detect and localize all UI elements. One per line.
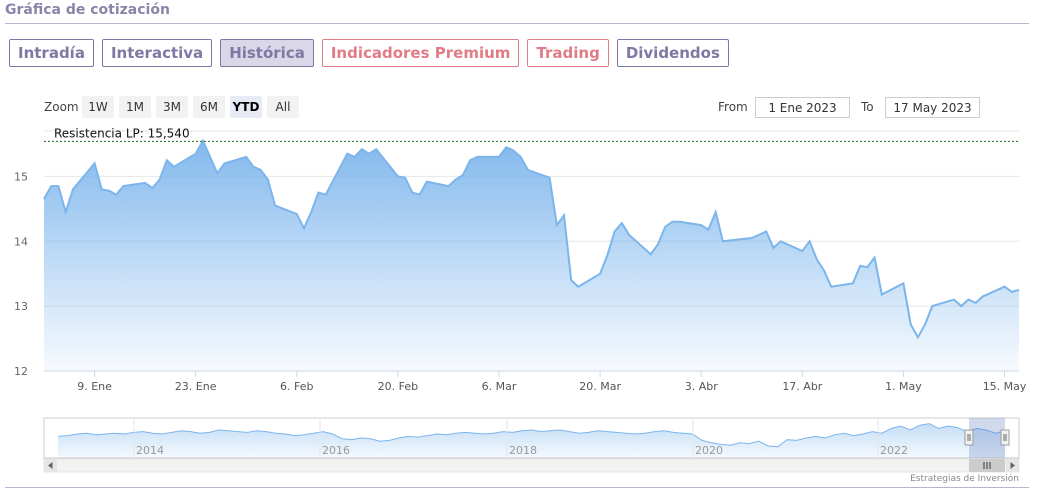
y-tick-label: 14	[14, 235, 28, 248]
chart-tabs: Intradía Interactiva Histórica Indicador…	[9, 39, 737, 67]
zoom-1w-button[interactable]: 1W	[82, 96, 114, 118]
zoom-ytd-button[interactable]: YTD	[230, 96, 262, 118]
price-line	[43, 138, 1020, 340]
x-tick-label: 9. Ene	[77, 380, 112, 393]
x-tick-label: 6. Mar	[482, 380, 517, 393]
navigator-year-label: 2018	[509, 444, 537, 457]
zoom-all-button[interactable]: All	[267, 96, 299, 118]
zoom-6m-button[interactable]: 6M	[193, 96, 225, 118]
x-tick-label: 1. May	[885, 380, 922, 393]
navigator-year-label: 2022	[880, 444, 908, 457]
navigator-line	[57, 423, 1006, 448]
grid-lines	[44, 130, 1019, 372]
zoom-3m-button[interactable]: 3M	[156, 96, 188, 118]
y-axis: 12 13 14 15	[14, 170, 28, 378]
navigator-handle[interactable]	[1000, 429, 1010, 446]
tab-indicadores-premium[interactable]: Indicadores Premium	[321, 39, 520, 67]
navigator-handle[interactable]	[964, 429, 974, 446]
scroll-right-arrow-icon	[1010, 462, 1015, 469]
scrollbar-track[interactable]	[43, 458, 1020, 473]
tab-interactiva[interactable]: Interactiva	[101, 39, 213, 67]
tab-historica[interactable]: Histórica	[220, 39, 314, 67]
x-tick-label: 20. Mar	[579, 380, 621, 393]
navigator-area	[58, 423, 1005, 458]
scroll-right-button[interactable]	[1006, 459, 1019, 472]
title-divider	[5, 23, 1029, 24]
section-title: Gráfica de cotización	[5, 2, 170, 18]
y-tick-label: 12	[14, 365, 28, 378]
navigator-frame	[43, 417, 1020, 459]
x-tick-label: 15. May	[983, 380, 1027, 393]
scroll-left-button[interactable]	[44, 459, 57, 472]
tab-dividendos[interactable]: Dividendos	[616, 39, 729, 67]
to-date-input[interactable]: 17 May 2023	[885, 97, 980, 118]
x-tick-label: 3. Abr	[685, 380, 718, 393]
x-tick-label: 17. Abr	[782, 380, 822, 393]
bottom-divider	[5, 487, 1029, 488]
zoom-1m-button[interactable]: 1M	[119, 96, 151, 118]
price-area	[44, 140, 1019, 371]
from-label: From	[718, 100, 748, 114]
y-tick-label: 15	[14, 170, 28, 183]
zoom-label: Zoom	[44, 100, 79, 114]
chart-credit: Estrategias de Inversión	[910, 474, 1019, 484]
from-date-input[interactable]: 1 Ene 2023	[755, 97, 850, 118]
scrollbar-thumb[interactable]	[969, 459, 1005, 472]
to-label: To	[861, 100, 874, 114]
tab-trading[interactable]: Trading	[527, 39, 609, 67]
x-tick-label: 6. Feb	[280, 380, 313, 393]
scroll-left-arrow-icon	[48, 462, 53, 469]
navigator-year-label: 2014	[136, 444, 164, 457]
x-axis: 9. Ene 23. Ene 6. Feb 20. Feb 6. Mar 20. Mar 3…	[44, 370, 1027, 393]
navigator-year-label: 2020	[695, 444, 723, 457]
tab-intradia[interactable]: Intradía	[9, 39, 94, 67]
navigator-year-label: 2016	[322, 444, 350, 457]
x-tick-label: 20. Feb	[378, 380, 418, 393]
navigator-selection	[969, 418, 1005, 458]
y-tick-label: 13	[14, 300, 28, 313]
navigator: 2014 2016 2018 2020 2022	[43, 417, 1020, 473]
x-tick-label: 23. Ene	[175, 380, 217, 393]
resistance-label: Resistencia LP: 15,540	[54, 126, 190, 140]
